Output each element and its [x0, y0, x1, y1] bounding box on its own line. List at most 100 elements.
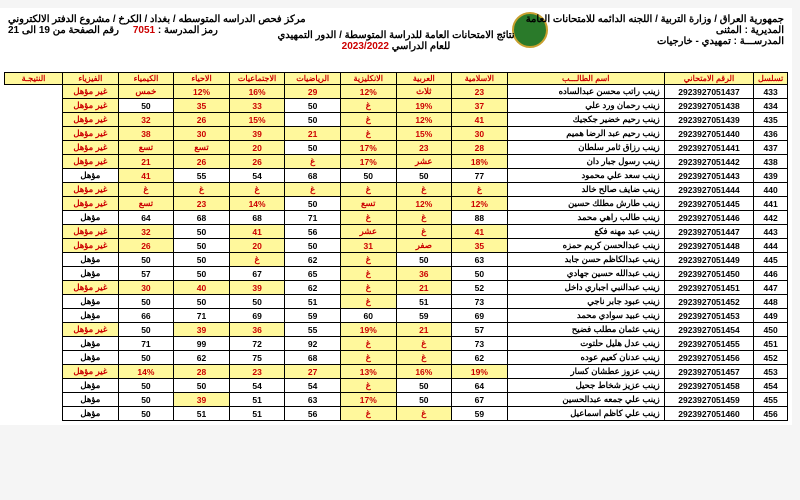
cell-sub-4: 36 [229, 323, 285, 337]
cell-result: غير مؤهل [63, 99, 119, 113]
table-row: 4422923927051446زينب طالب راهي محمد88غغ7… [5, 211, 788, 225]
cell-sub-6: 50 [118, 295, 174, 309]
table-row: 4502923927051454زينب عثمان مطلب فضيح5721… [5, 323, 788, 337]
cell-sub-6: 14% [118, 365, 174, 379]
cell-sub-3: 51 [285, 295, 341, 309]
table-row: 4372923927051441زينب رزاق ثامر سلطان2823… [5, 141, 788, 155]
cell-sub-6: تسع [118, 141, 174, 155]
col-biology: الاحياء [174, 73, 230, 85]
cell-sub-6: 50 [118, 351, 174, 365]
table-row: 4492923927051453زينب عبيد سوادي محمد6959… [5, 309, 788, 323]
cell-sub-6: 64 [118, 211, 174, 225]
cell-sub-5: 68 [174, 211, 230, 225]
table-row: 4532923927051457زينب عزوز عطشان كسار19%1… [5, 365, 788, 379]
table-header-row: تسلسل الرقم الامتحاني اسم الطالـــب الاس… [5, 73, 788, 85]
cell-sub-1: 21 [396, 323, 452, 337]
table-row: 4442923927051448زينب عبدالحسن كريم حمزه3… [5, 239, 788, 253]
cell-seq: 434 [754, 99, 788, 113]
cell-sub-2: غ [340, 281, 396, 295]
cell-sub-3: 65 [285, 267, 341, 281]
cell-sub-4: 50 [229, 295, 285, 309]
cell-sub-3: غ [285, 183, 341, 197]
cell-sub-6: 32 [118, 225, 174, 239]
cell-seq: 450 [754, 323, 788, 337]
cell-sub-0: 73 [452, 295, 508, 309]
cell-seq: 437 [754, 141, 788, 155]
cell-result: غير مؤهل [63, 197, 119, 211]
cell-name: زينب رحيم خضير جكجيك [507, 113, 664, 127]
header-right: جمهورية العراق / وزارة التربية / اللجنه … [526, 14, 784, 47]
cell-name: زينب عبدالنبي اجباري داخل [507, 281, 664, 295]
col-seq: تسلسل [754, 73, 788, 85]
cell-sub-1: 15% [396, 127, 452, 141]
col-english: الانكليزية [340, 73, 396, 85]
cell-sub-6: تسع [118, 197, 174, 211]
cell-sub-2: 12% [340, 85, 396, 99]
cell-result: غير مؤهل [63, 323, 119, 337]
cell-sub-3: 54 [285, 379, 341, 393]
cell-sub-1: غ [396, 337, 452, 351]
cell-sub-4: 41 [229, 225, 285, 239]
cell-sub-5: 50 [174, 295, 230, 309]
header-center: نتائج الامتحانات العامة للدراسة المتوسطة… [277, 30, 514, 52]
cell-sub-2: 17% [340, 393, 396, 407]
cell-sub-6: 38 [118, 127, 174, 141]
cell-sub-0: 52 [452, 281, 508, 295]
cell-sub-1: 50 [396, 169, 452, 183]
cell-sub-1: 50 [396, 393, 452, 407]
cell-exam: 2923927051458 [664, 379, 753, 393]
cell-sub-6: 50 [118, 393, 174, 407]
cell-sub-0: 50 [452, 267, 508, 281]
cell-result: غير مؤهل [63, 365, 119, 379]
cell-sub-4: غ [229, 253, 285, 267]
cell-sub-0: 12% [452, 197, 508, 211]
cell-sub-0: 41 [452, 225, 508, 239]
table-row: 4332923927051437زينب راتب محسن عبدالساده… [5, 85, 788, 99]
table-row: 4402923927051444زينب ضايف صالح خالدغغغغغ… [5, 183, 788, 197]
cell-exam: 2923927051449 [664, 253, 753, 267]
cell-sub-1: 51 [396, 295, 452, 309]
cell-sub-3: 21 [285, 127, 341, 141]
cell-sub-4: 69 [229, 309, 285, 323]
cell-sub-4: 54 [229, 169, 285, 183]
cell-sub-1: ثلاث [396, 85, 452, 99]
cell-sub-3: 92 [285, 337, 341, 351]
cell-sub-5: 35 [174, 99, 230, 113]
cell-sub-2: غ [340, 113, 396, 127]
cell-exam: 2923927051446 [664, 211, 753, 225]
cell-name: زينب علي جمعه عبدالحسين [507, 393, 664, 407]
table-row: 4342923927051438زينب رحمان ورد علي3719%غ… [5, 99, 788, 113]
cell-sub-5: 26 [174, 113, 230, 127]
cell-result: مؤهل [63, 379, 119, 393]
cell-name: زينب رحيم عبد الرضا هميم [507, 127, 664, 141]
cell-exam: 2923927051454 [664, 323, 753, 337]
cell-sub-2: غ [340, 337, 396, 351]
cell-sub-2: غ [340, 295, 396, 309]
cell-exam: 2923927051440 [664, 127, 753, 141]
cell-name: زينب عبدالكاظم حسن جابد [507, 253, 664, 267]
col-result: النتيجـة [5, 73, 63, 85]
cell-sub-0: 37 [452, 99, 508, 113]
cell-name: زينب راتب محسن عبدالساده [507, 85, 664, 99]
cell-exam: 2923927051457 [664, 365, 753, 379]
cell-sub-0: 69 [452, 309, 508, 323]
cell-sub-1: 12% [396, 197, 452, 211]
cell-sub-4: 16% [229, 85, 285, 99]
cell-exam: 2923927051438 [664, 99, 753, 113]
cell-sub-5: 51 [174, 407, 230, 421]
cell-result: غير مؤهل [63, 281, 119, 295]
cell-sub-6: 50 [118, 253, 174, 267]
cell-name: زينب عبد مهنه فكع [507, 225, 664, 239]
cell-sub-1: غ [396, 225, 452, 239]
cell-sub-4: 75 [229, 351, 285, 365]
year-line: للعام الدراسي 2023/2022 [277, 41, 514, 52]
cell-sub-3: 59 [285, 309, 341, 323]
cell-sub-3: 63 [285, 393, 341, 407]
cell-sub-5: 26 [174, 155, 230, 169]
cell-result: مؤهل [63, 351, 119, 365]
cell-sub-2: تسع [340, 197, 396, 211]
school-line: المدرســـة : تمهيدي - خارجيات [526, 36, 784, 47]
cell-sub-0: غ [452, 183, 508, 197]
cell-sub-2: غ [340, 267, 396, 281]
cell-sub-3: 56 [285, 225, 341, 239]
